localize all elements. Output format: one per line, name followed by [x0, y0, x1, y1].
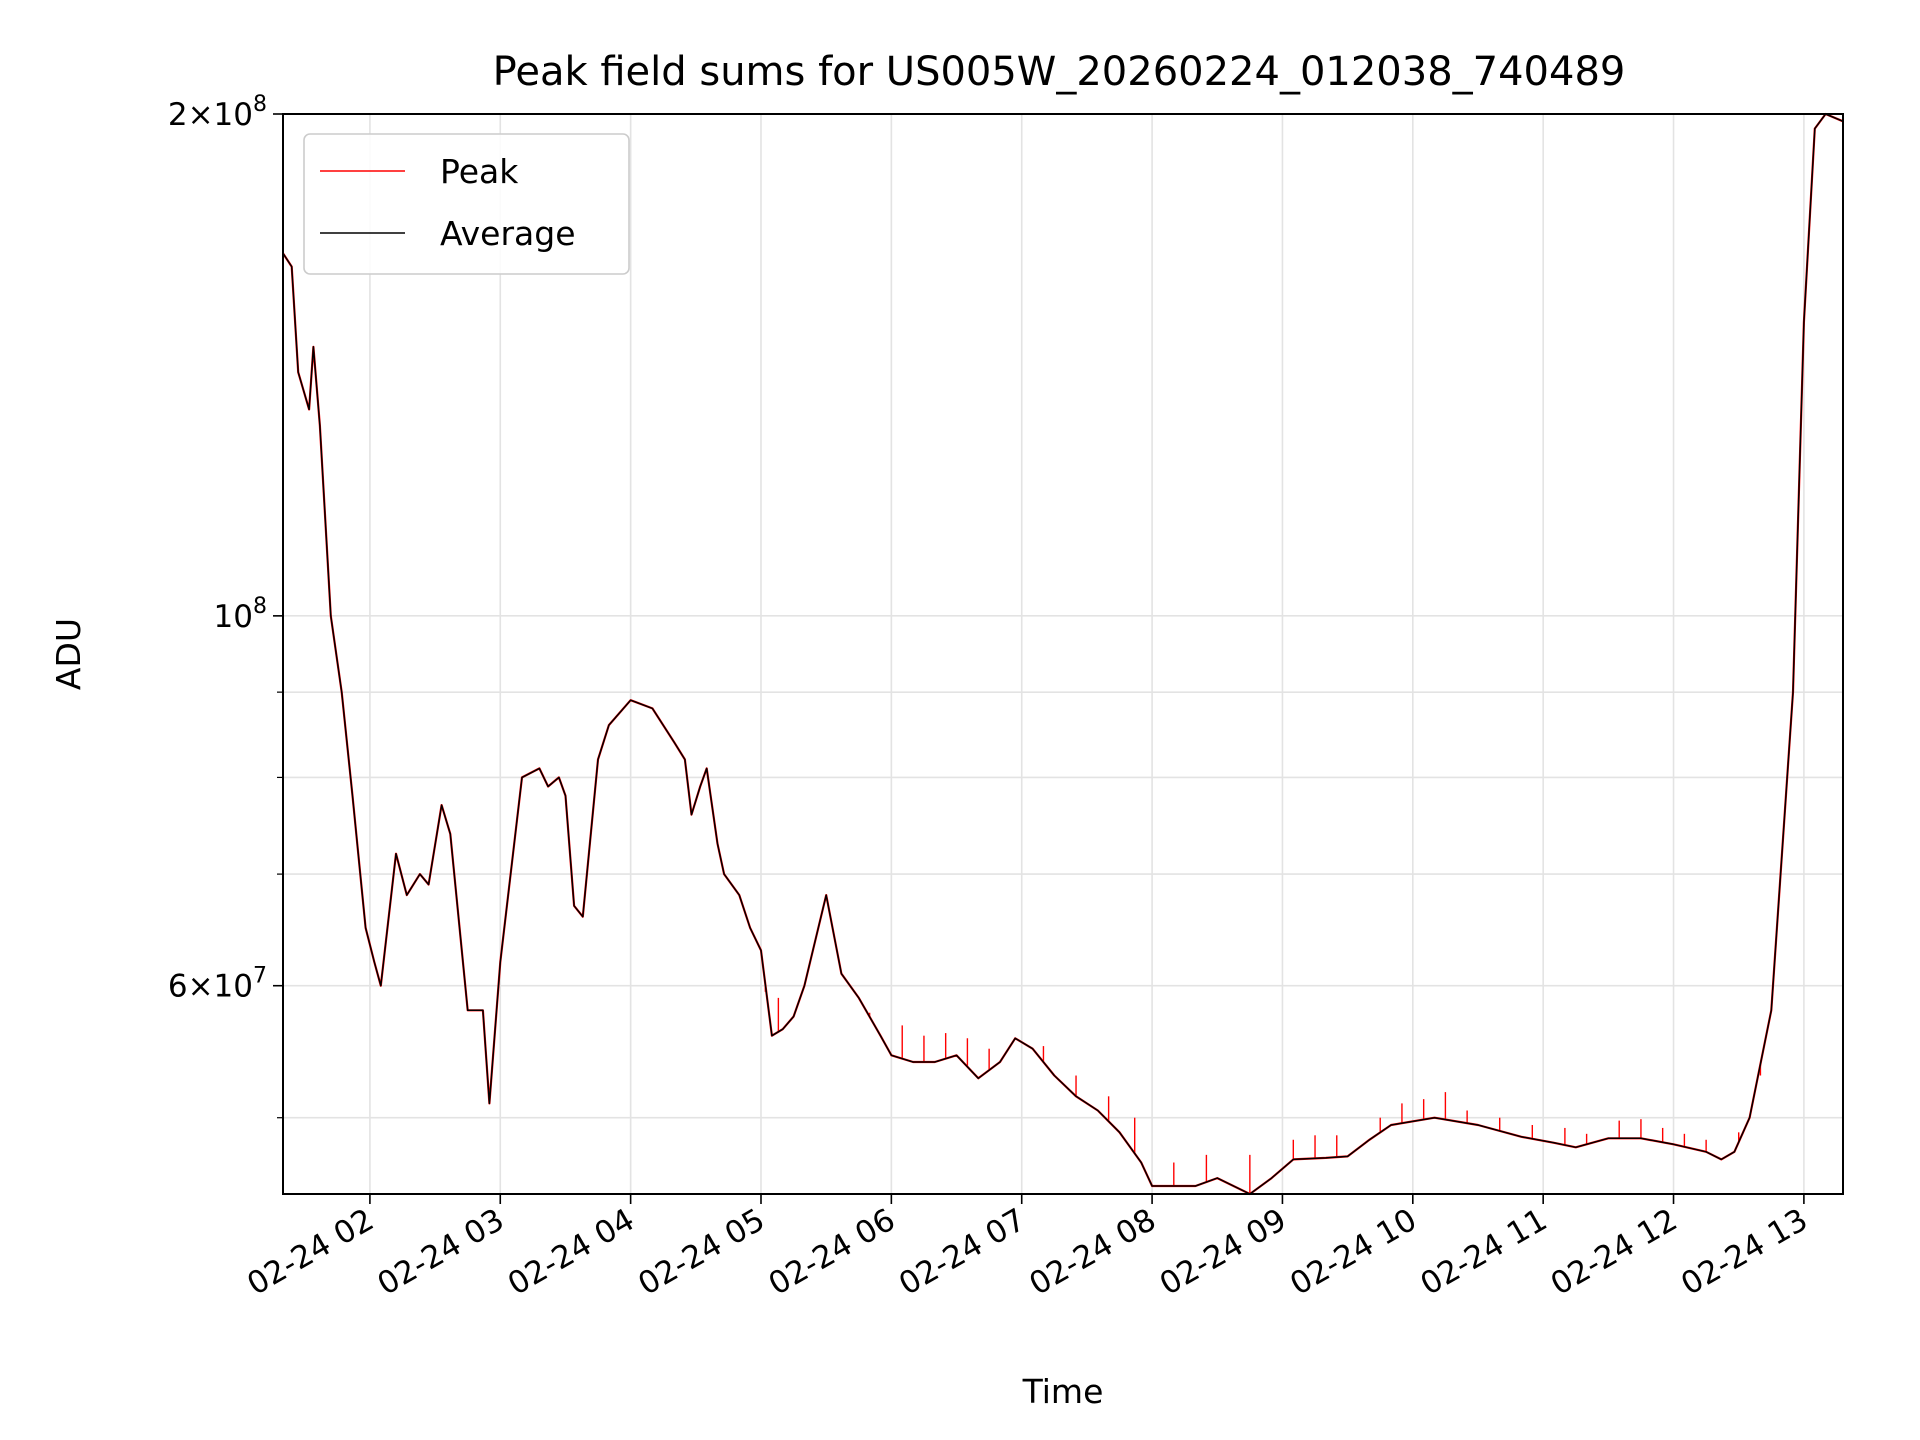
- x-tick-label: 02-24 08: [1023, 1202, 1162, 1303]
- peak-line: [282, 112, 1844, 1196]
- x-tick-label: 02-24 12: [1545, 1202, 1684, 1303]
- y-tick-base: 2×10: [168, 97, 253, 133]
- y-tick-label: 6×107: [168, 964, 267, 1005]
- y-tick-exponent: 7: [253, 964, 267, 989]
- y-tick-base: 6×10: [168, 969, 253, 1005]
- y-tick-exponent: 8: [253, 92, 267, 117]
- x-tick-label: 02-24 06: [763, 1202, 902, 1303]
- average-series: [282, 113, 1844, 1195]
- x-tick-label: 02-24 05: [632, 1202, 771, 1303]
- y-tick-exponent: 8: [253, 594, 267, 619]
- gridlines: [283, 113, 1843, 1194]
- y-tick-label: 108: [214, 594, 267, 635]
- average-line: [282, 113, 1844, 1195]
- y-tick-base: 10: [214, 599, 253, 635]
- x-tick-label: 02-24 11: [1414, 1202, 1553, 1303]
- plot-frame: [282, 113, 1844, 1195]
- x-tick-label: 02-24 07: [893, 1202, 1032, 1303]
- y-tick-label: 2×108: [168, 92, 267, 133]
- y-axis-title: ADU: [49, 618, 88, 690]
- legend-peak-label: Peak: [440, 152, 519, 191]
- x-axis-title: Time: [1022, 1372, 1104, 1411]
- x-tick-label: 02-24 04: [502, 1202, 641, 1303]
- legend-box: [303, 133, 630, 275]
- x-tick-label: 02-24 13: [1675, 1202, 1814, 1303]
- chart-title: Peak field sums for US005W_20260224_0120…: [493, 49, 1626, 95]
- legend: Peak Average: [303, 133, 630, 275]
- peak-series: [282, 112, 1844, 1196]
- x-tick-label: 02-24 10: [1284, 1202, 1423, 1303]
- legend-average-label: Average: [440, 214, 576, 253]
- x-tick-label: 02-24 02: [241, 1202, 380, 1303]
- x-tick-label: 02-24 09: [1154, 1202, 1293, 1303]
- x-tick-label: 02-24 03: [372, 1202, 511, 1303]
